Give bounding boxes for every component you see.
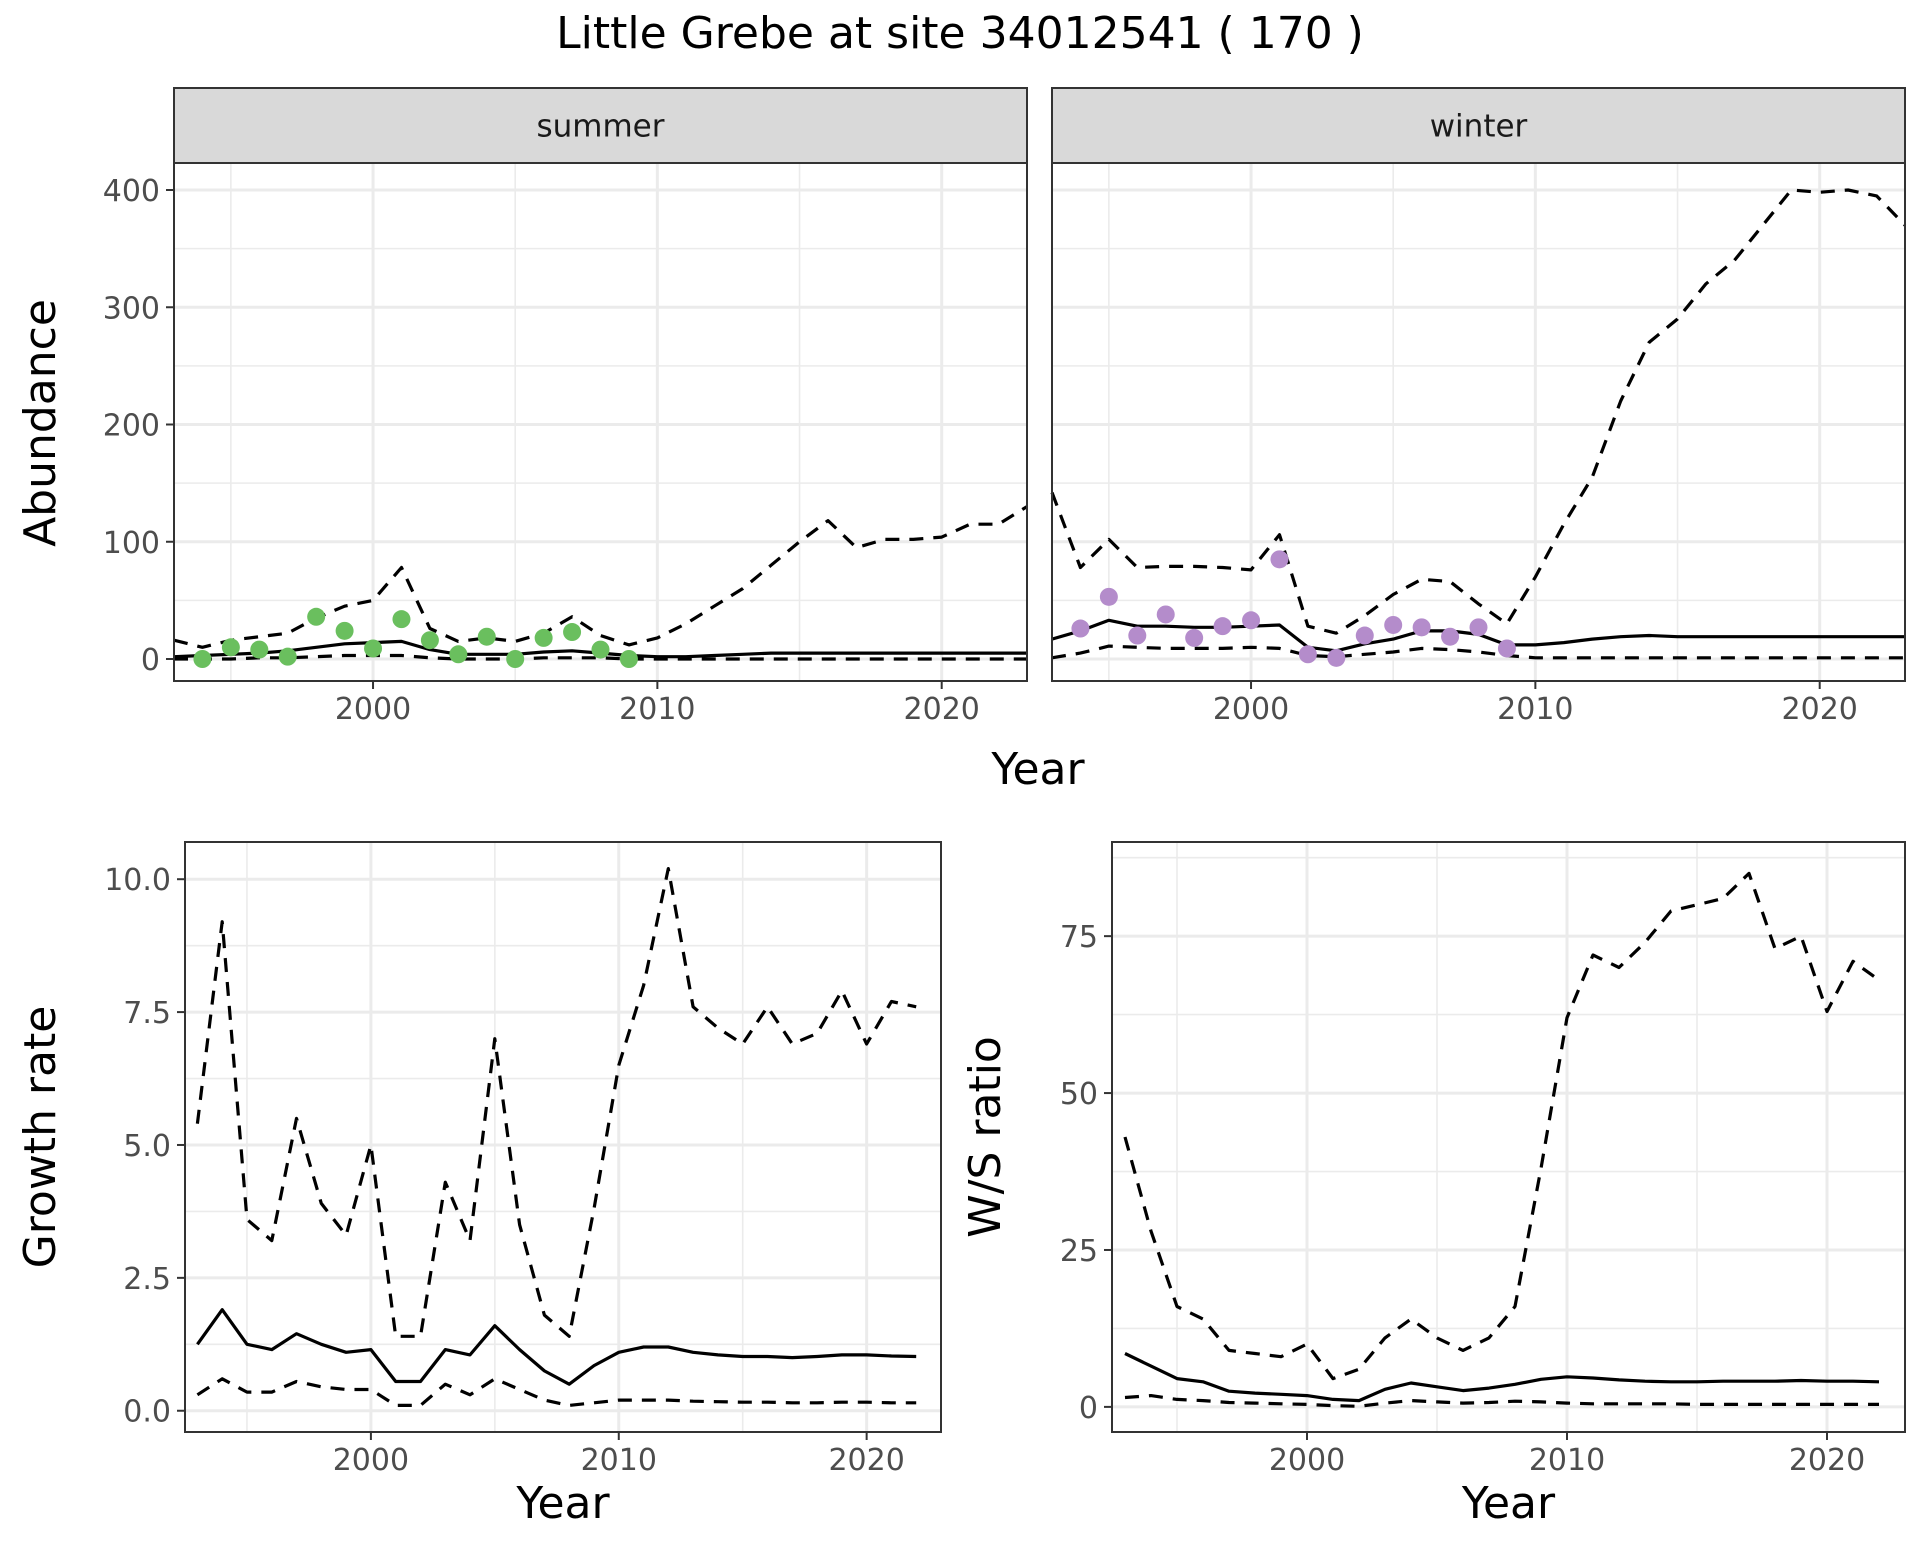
plot-background [185,842,941,1432]
facet-strip [1051,87,1906,164]
data-point [1412,618,1431,637]
x-tick-label: 2020 [1789,1443,1865,1478]
data-point [1185,628,1204,647]
data-point [1497,639,1516,658]
y-tick-label: 25 [1060,1234,1098,1269]
plot-background [1112,842,1905,1432]
data-point [1099,587,1118,606]
data-point [1242,611,1261,630]
data-point [506,650,525,668]
panels: summer 2000 2010 2020 0 100 200 300 400 winter 200… [15,87,1907,1529]
data-point [364,639,383,658]
x-tick-label: 2010 [1529,1443,1605,1478]
y-tick-label: 0.0 [123,1395,171,1430]
y-tick-label: 100 [103,526,160,561]
data-point [1441,627,1460,646]
panel-frame [184,841,942,1433]
y-tick-label: 300 [103,291,160,326]
y-tick-label: 75 [1060,920,1098,955]
series-upper-line [1050,188,1907,635]
facet-strip [173,87,1028,164]
series-estimate-line [1124,1352,1880,1403]
series-upper-line [1123,871,1880,1381]
data-point [193,650,212,668]
y-tick-label: 0 [141,643,160,678]
data-point [477,627,496,646]
data-point [534,628,553,647]
y-axis-label: Growth rate [15,1006,66,1269]
data-point [1128,626,1147,645]
series-lower-line [1124,1394,1879,1408]
facet-strip-label: summer [536,109,664,145]
x-tick-label: 2000 [333,1443,409,1478]
x-tick-label: 2020 [904,692,980,727]
data-point [1298,645,1317,664]
x-tick-label: 2020 [828,1443,904,1478]
panel-frame [1111,841,1906,1433]
data-point [420,631,439,650]
y-tick-label: 10.0 [104,863,171,898]
data-point [278,647,297,666]
y-tick-label: 400 [103,174,160,209]
panel-growth: 2000 2010 2020 0.0 2.5 5.0 7.5 10.0 Year Growth r… [15,841,942,1529]
x-tick-label: 2010 [619,692,695,727]
x-tick-label: 2000 [1213,692,1289,727]
x-tick-label: 2010 [581,1443,657,1478]
y-axis-label: W/S ratio [960,1036,1011,1238]
data-point [1213,617,1232,636]
data-point [1355,626,1374,645]
data-point [591,640,610,659]
y-tick-label: 50 [1060,1077,1098,1112]
panel-summer: summer 2000 2010 2020 0 100 200 300 400 [103,87,1028,727]
series-upper-line [195,867,917,1338]
data-point [449,645,468,664]
facet-strip-label: winter [1430,109,1528,145]
series-estimate-line [196,1308,917,1386]
top-y-axis-label: Abundance [15,299,66,547]
panel-winter: winter 2000 2010 2020 [1050,87,1907,727]
top-x-axis-label: Year [990,744,1085,795]
data-point [619,650,638,668]
y-tick-label: 7.5 [123,996,171,1031]
panel-ratio: 2000 2010 2020 0 25 50 75 Year W/S ratio [960,841,1906,1529]
y-tick-label: 0 [1079,1391,1098,1426]
data-point [1071,619,1090,638]
x-tick-label: 2000 [1269,1443,1345,1478]
x-tick-label: 2000 [335,692,411,727]
plot-background [174,163,1027,681]
series-lower-line [196,1377,917,1407]
y-tick-label: 5.0 [123,1129,171,1164]
data-point [392,610,411,629]
data-point [1156,605,1175,624]
data-point [1327,648,1346,667]
data-point [307,607,326,626]
x-axis-label: Year [1461,1478,1556,1529]
x-tick-label: 2020 [1782,692,1858,727]
data-point [563,623,582,642]
y-tick-label: 2.5 [123,1262,171,1297]
data-point [250,640,269,659]
data-point [1469,618,1488,637]
data-point [1270,550,1289,569]
data-point [335,621,354,640]
data-point [221,638,240,657]
y-tick-label: 200 [103,409,160,444]
data-point [1384,615,1403,634]
figure-title: Little Grebe at site 34012541 ( 170 ) [556,8,1364,59]
x-tick-label: 2010 [1497,692,1573,727]
x-axis-label: Year [515,1478,610,1529]
